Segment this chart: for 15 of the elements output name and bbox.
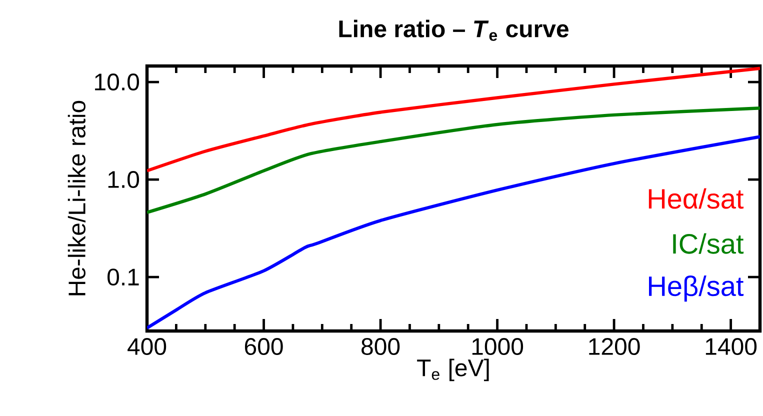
y-axis-title: He-like/Li-like ratio [68, 100, 86, 296]
x-tick-label: 400 [128, 338, 166, 356]
text: Heα/sat [648, 188, 744, 209]
x-tick-label: 1200 [589, 338, 640, 356]
y-tick-label: 1.0 [108, 171, 140, 188]
y-tick-label: 10.0 [95, 74, 140, 90]
y-tick-label: 0.1 [108, 268, 139, 286]
text: Heβ/sat [649, 276, 744, 302]
x-tick-label: 1400 [706, 338, 757, 356]
x-tick-label: 800 [362, 338, 400, 356]
text: IC/sat [673, 233, 744, 254]
x-axis-title: T$_{e}$ [eV] [417, 358, 489, 382]
x-tick-label: 1000 [472, 338, 524, 356]
chart-title: Line ratio – T$_{e}$ curve [339, 20, 568, 41]
x-tick-label: 600 [244, 338, 283, 356]
